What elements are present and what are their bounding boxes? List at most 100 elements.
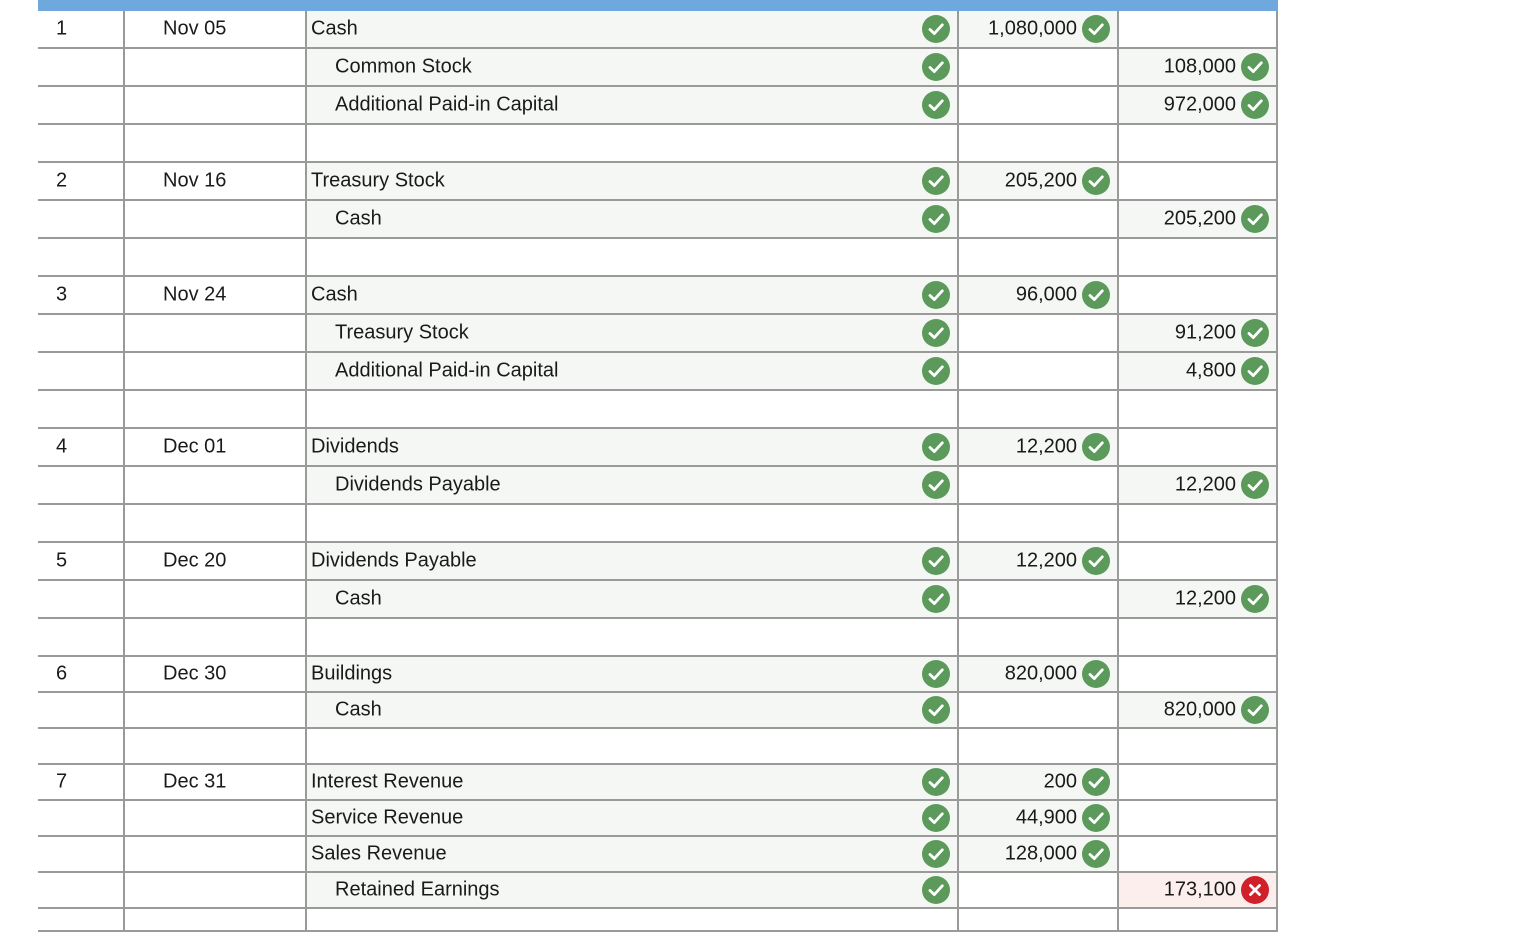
account-cell[interactable]: [305, 239, 957, 275]
x-circle-icon: [1241, 876, 1269, 904]
date-cell: [123, 909, 305, 930]
account-cell[interactable]: Retained Earnings: [305, 873, 957, 907]
account-cell[interactable]: Buildings: [305, 657, 957, 691]
check-circle-icon: [922, 804, 950, 832]
credit-cell[interactable]: [1117, 163, 1278, 199]
credit-cell[interactable]: [1117, 729, 1278, 763]
account-cell[interactable]: Dividends Payable: [305, 543, 957, 579]
date-cell: Nov 16: [123, 163, 305, 199]
debit-cell[interactable]: [957, 125, 1117, 161]
debit-cell[interactable]: 1,080,000: [957, 11, 1117, 47]
check-circle-icon: [922, 876, 950, 904]
check-circle-icon: [922, 319, 950, 347]
account-cell[interactable]: Cash: [305, 581, 957, 617]
debit-cell[interactable]: 200: [957, 765, 1117, 799]
debit-cell[interactable]: [957, 909, 1117, 930]
debit-amount: 205,200: [1004, 169, 1077, 192]
check-circle-icon: [922, 15, 950, 43]
debit-cell[interactable]: 12,200: [957, 429, 1117, 465]
date-cell: [123, 239, 305, 275]
check-circle-icon: [1082, 547, 1110, 575]
debit-cell[interactable]: [957, 49, 1117, 85]
debit-amount: 200: [1043, 770, 1077, 793]
credit-cell[interactable]: [1117, 505, 1278, 541]
account-cell[interactable]: Service Revenue: [305, 801, 957, 835]
debit-cell[interactable]: [957, 873, 1117, 907]
credit-cell[interactable]: 205,200: [1117, 201, 1278, 237]
credit-cell[interactable]: [1117, 277, 1278, 313]
journal-row: 3 Nov 24 Cash 96,000: [38, 277, 1278, 315]
debit-cell[interactable]: [957, 729, 1117, 763]
check-circle-icon: [1082, 281, 1110, 309]
account-cell[interactable]: [305, 909, 957, 930]
account-cell[interactable]: [305, 391, 957, 427]
debit-cell[interactable]: [957, 693, 1117, 727]
debit-cell[interactable]: 96,000: [957, 277, 1117, 313]
debit-cell[interactable]: [957, 239, 1117, 275]
credit-cell[interactable]: [1117, 239, 1278, 275]
check-circle-icon: [922, 433, 950, 461]
debit-cell[interactable]: 820,000: [957, 657, 1117, 691]
debit-cell[interactable]: [957, 467, 1117, 503]
account-name: Cash: [335, 207, 382, 230]
account-cell[interactable]: [305, 619, 957, 655]
credit-cell[interactable]: [1117, 765, 1278, 799]
check-circle-icon: [922, 205, 950, 233]
debit-cell[interactable]: 205,200: [957, 163, 1117, 199]
debit-cell[interactable]: [957, 581, 1117, 617]
check-circle-icon: [922, 660, 950, 688]
account-cell[interactable]: Additional Paid-in Capital: [305, 87, 957, 123]
entry-number: 4: [56, 435, 68, 458]
account-cell[interactable]: Dividends: [305, 429, 957, 465]
credit-cell[interactable]: [1117, 619, 1278, 655]
credit-cell[interactable]: [1117, 391, 1278, 427]
credit-cell[interactable]: [1117, 543, 1278, 579]
credit-amount: 972,000: [1163, 93, 1236, 116]
credit-cell[interactable]: [1117, 909, 1278, 930]
credit-cell[interactable]: 173,100: [1117, 873, 1278, 907]
debit-cell[interactable]: [957, 391, 1117, 427]
account-cell[interactable]: Cash: [305, 11, 957, 47]
credit-cell[interactable]: 12,200: [1117, 581, 1278, 617]
credit-cell[interactable]: 12,200: [1117, 467, 1278, 503]
check-circle-icon: [1241, 471, 1269, 499]
account-cell[interactable]: Treasury Stock: [305, 163, 957, 199]
debit-cell[interactable]: [957, 315, 1117, 351]
debit-cell[interactable]: [957, 505, 1117, 541]
credit-cell[interactable]: [1117, 837, 1278, 871]
debit-cell[interactable]: 12,200: [957, 543, 1117, 579]
debit-amount: 44,900: [1015, 806, 1077, 829]
account-cell[interactable]: Common Stock: [305, 49, 957, 85]
account-cell[interactable]: [305, 125, 957, 161]
credit-cell[interactable]: [1117, 11, 1278, 47]
debit-cell[interactable]: [957, 201, 1117, 237]
account-cell[interactable]: Treasury Stock: [305, 315, 957, 351]
account-cell[interactable]: Interest Revenue: [305, 765, 957, 799]
account-cell[interactable]: Additional Paid-in Capital: [305, 353, 957, 389]
credit-cell[interactable]: [1117, 657, 1278, 691]
credit-cell[interactable]: [1117, 125, 1278, 161]
debit-cell[interactable]: [957, 353, 1117, 389]
credit-cell[interactable]: 972,000: [1117, 87, 1278, 123]
check-circle-icon: [1241, 696, 1269, 724]
debit-cell[interactable]: [957, 619, 1117, 655]
credit-cell[interactable]: 108,000: [1117, 49, 1278, 85]
account-cell[interactable]: [305, 729, 957, 763]
debit-cell[interactable]: 44,900: [957, 801, 1117, 835]
account-cell[interactable]: Cash: [305, 693, 957, 727]
credit-cell[interactable]: 820,000: [1117, 693, 1278, 727]
journal-row: 6 Dec 30 Buildings 820,000: [38, 657, 1278, 693]
account-cell[interactable]: Sales Revenue: [305, 837, 957, 871]
account-cell[interactable]: Dividends Payable: [305, 467, 957, 503]
credit-cell[interactable]: 4,800: [1117, 353, 1278, 389]
credit-cell[interactable]: [1117, 429, 1278, 465]
debit-cell[interactable]: [957, 87, 1117, 123]
credit-cell[interactable]: 91,200: [1117, 315, 1278, 351]
credit-cell[interactable]: [1117, 801, 1278, 835]
account-cell[interactable]: [305, 505, 957, 541]
debit-cell[interactable]: 128,000: [957, 837, 1117, 871]
entry-number-cell: [38, 581, 123, 617]
account-cell[interactable]: Cash: [305, 277, 957, 313]
account-cell[interactable]: Cash: [305, 201, 957, 237]
credit-amount: 173,100: [1163, 878, 1236, 901]
